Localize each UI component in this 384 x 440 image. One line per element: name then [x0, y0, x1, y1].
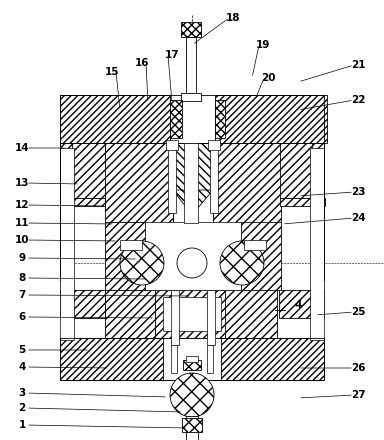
Bar [213, 143, 281, 223]
Text: 12: 12 [15, 200, 29, 210]
Text: 18: 18 [226, 13, 240, 23]
Circle shape [120, 241, 164, 285]
Bar [60, 198, 105, 206]
Bar [155, 290, 229, 338]
Bar [170, 100, 182, 138]
Bar [170, 95, 215, 143]
Text: 13: 13 [15, 178, 29, 188]
Bar [120, 240, 142, 250]
Bar [208, 140, 220, 150]
Text: 14: 14 [15, 143, 29, 153]
Bar [60, 143, 72, 280]
Bar [173, 143, 213, 223]
Text: 9: 9 [18, 253, 26, 263]
Bar [163, 297, 221, 331]
Text: 8: 8 [18, 273, 26, 283]
Bar [181, 93, 201, 101]
Text: 23: 23 [351, 187, 365, 197]
Text: 15: 15 [105, 67, 119, 77]
Bar [182, 418, 202, 432]
Bar [186, 356, 198, 362]
Text: 25: 25 [351, 307, 365, 317]
Polygon shape [173, 143, 213, 190]
Bar [166, 140, 178, 150]
Text: 2: 2 [18, 403, 26, 413]
Bar [60, 290, 105, 318]
Bar [215, 100, 225, 138]
Text: 21: 21 [351, 60, 365, 70]
Bar [60, 338, 324, 380]
Text: 22: 22 [351, 95, 365, 105]
Bar [145, 222, 241, 290]
Bar [312, 143, 324, 280]
Bar [186, 37, 196, 97]
Text: 16: 16 [135, 58, 149, 68]
Bar [184, 143, 198, 223]
Text: 11: 11 [15, 218, 29, 228]
Bar [105, 290, 155, 338]
Text: 10: 10 [15, 235, 29, 245]
Bar [207, 345, 213, 373]
Bar [225, 290, 277, 338]
Bar [105, 222, 145, 290]
Bar [181, 22, 201, 37]
Bar [171, 290, 179, 345]
Text: 26: 26 [351, 363, 365, 373]
Text: 7: 7 [18, 290, 26, 300]
Bar [310, 148, 324, 340]
Text: 20: 20 [261, 73, 275, 83]
Text: 4: 4 [294, 300, 302, 310]
Circle shape [177, 248, 207, 278]
Text: 4: 4 [18, 362, 26, 372]
Bar [280, 198, 325, 206]
Bar [60, 95, 170, 143]
Bar [105, 143, 173, 223]
Text: 5: 5 [18, 345, 26, 355]
Bar [207, 290, 215, 345]
Bar [244, 240, 266, 250]
Text: 19: 19 [256, 40, 270, 50]
Bar [215, 95, 327, 143]
Bar [241, 222, 281, 290]
Bar [279, 290, 324, 318]
Text: 24: 24 [351, 213, 365, 223]
Text: 6: 6 [18, 312, 26, 322]
Bar [163, 338, 221, 380]
Circle shape [170, 373, 214, 417]
Text: 3: 3 [18, 388, 26, 398]
Text: 1: 1 [18, 420, 26, 430]
Text: 17: 17 [165, 50, 179, 60]
Bar [183, 360, 201, 370]
Bar [60, 148, 74, 340]
Bar [168, 143, 176, 213]
Bar [280, 143, 324, 198]
Bar [241, 222, 281, 290]
Text: 27: 27 [351, 390, 365, 400]
Bar [186, 416, 198, 440]
Bar [171, 345, 177, 373]
Bar [60, 143, 105, 198]
Polygon shape [173, 190, 213, 215]
Circle shape [220, 241, 264, 285]
Bar [210, 143, 218, 213]
